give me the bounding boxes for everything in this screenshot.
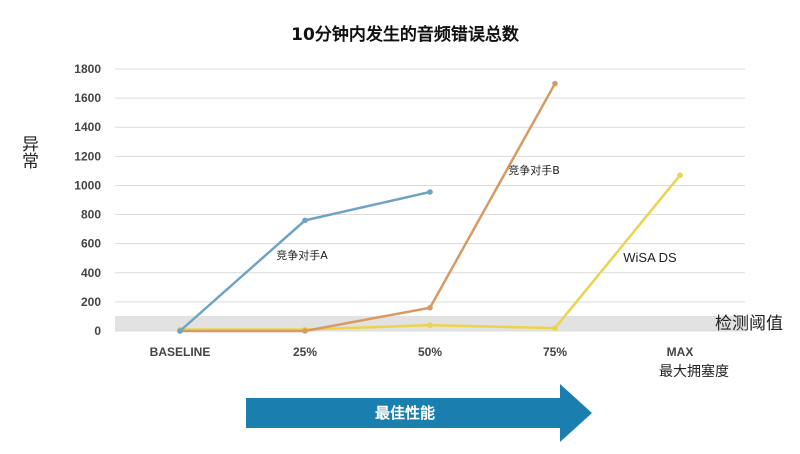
y-tick-label: 800 (81, 208, 101, 222)
data-point (302, 217, 308, 224)
y-axis-label: 异常 (18, 135, 39, 169)
x-axis-label: 最大拥塞度 (659, 363, 729, 380)
x-tick-label: MAX (667, 345, 694, 359)
series-group (177, 80, 683, 334)
series-label-competitor-b: 竞争对手B (508, 163, 560, 177)
best-performance-label: 最佳性能 (375, 404, 435, 422)
y-tick-label: 200 (81, 295, 101, 309)
series-label-competitor-a: 竞争对手A (276, 248, 328, 262)
data-point (552, 80, 558, 87)
series-line (178, 82, 557, 333)
y-tick-label: 400 (81, 266, 101, 280)
data-point (427, 304, 433, 311)
x-tick-label: 50% (418, 345, 442, 359)
chart-title: 10分钟内发生的音频错误总数 (291, 24, 520, 45)
y-tick-label: 1600 (74, 91, 101, 105)
y-tick-label: 1000 (74, 178, 101, 192)
data-point (427, 322, 433, 328)
gridlines (115, 68, 745, 332)
x-axis-categories: BASELINE 25% 50% 75% MAX (150, 345, 694, 359)
best-performance-arrow (246, 384, 592, 442)
series-label-wisa: WiSA DS (623, 250, 677, 265)
y-tick-label: 0 (94, 324, 101, 338)
data-point (177, 328, 183, 334)
data-point (427, 189, 433, 195)
x-tick-label: BASELINE (150, 345, 211, 359)
threshold-label: 检测阈值 (715, 314, 783, 334)
y-axis-ticks: 0 200 400 600 800 1000 1200 1400 1600 1800 (74, 62, 101, 338)
x-tick-label: 75% (543, 345, 567, 359)
data-point (677, 172, 683, 179)
y-tick-label: 1400 (74, 120, 101, 134)
y-tick-label: 1800 (74, 62, 101, 76)
y-tick-label: 1200 (74, 149, 101, 163)
x-tick-label: 25% (293, 345, 317, 359)
data-point (552, 325, 558, 331)
y-tick-label: 600 (81, 237, 101, 251)
data-point (302, 328, 308, 334)
